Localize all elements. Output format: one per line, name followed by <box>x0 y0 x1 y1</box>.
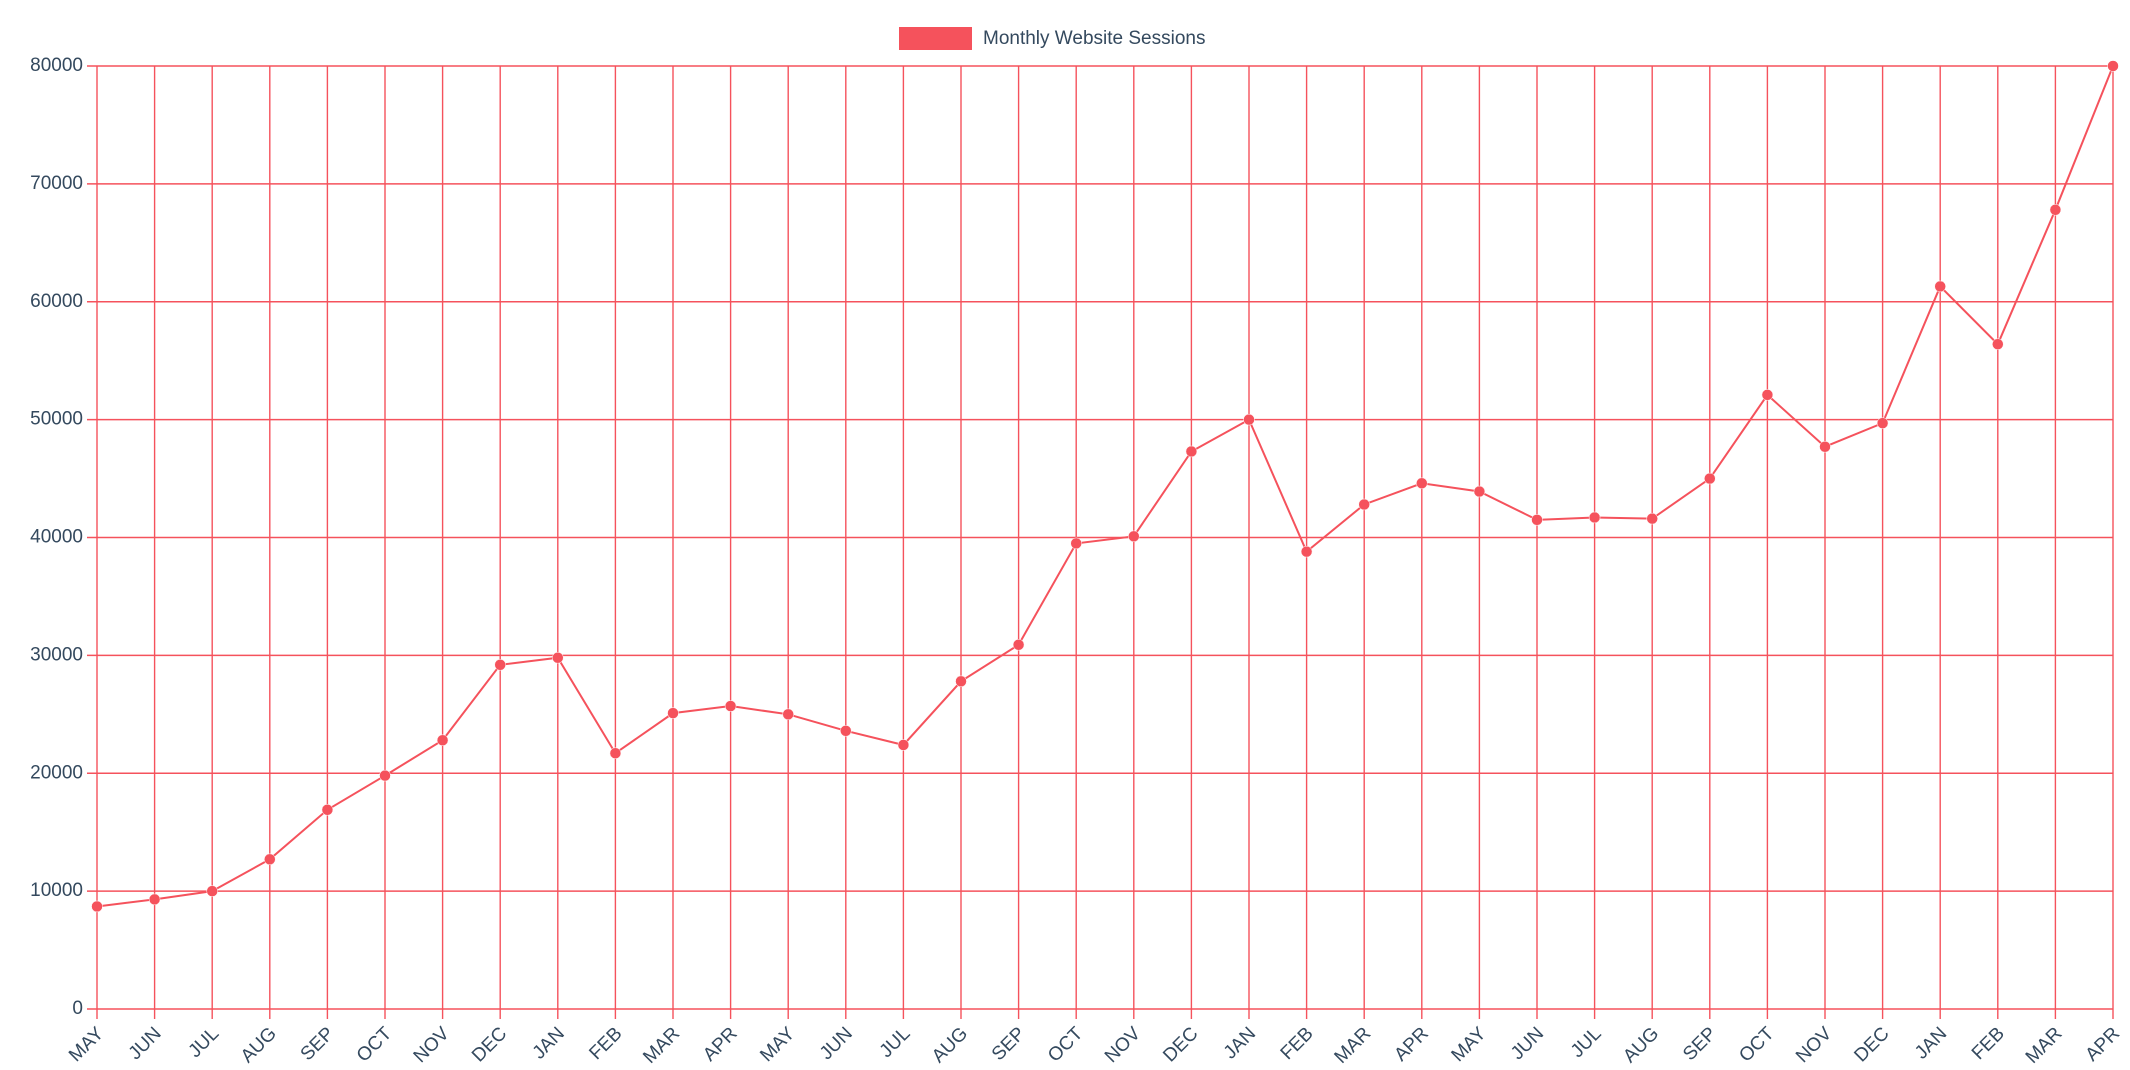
x-tick-label: SEP <box>1679 1023 1721 1065</box>
data-point <box>955 675 967 688</box>
data-point <box>1473 485 1486 498</box>
x-tick-label: DEC <box>468 1023 511 1066</box>
x-tick-label: JUL <box>1567 1023 1606 1062</box>
x-tick-label: NOV <box>410 1023 454 1067</box>
data-point <box>2049 204 2062 216</box>
x-tick-label: JAN <box>1911 1023 1951 1063</box>
x-tick-label: MAY <box>756 1023 799 1066</box>
data-point <box>897 739 910 751</box>
legend-label: Monthly Website Sessions <box>983 28 1205 49</box>
x-tick-label: DEC <box>1850 1023 1893 1066</box>
x-tick-label: JAN <box>529 1023 569 1063</box>
y-tick-label: 30000 <box>30 644 83 665</box>
data-point <box>264 853 276 866</box>
data-point <box>1416 477 1428 490</box>
data-point <box>1704 472 1716 485</box>
data-point <box>1992 338 2004 350</box>
x-tick-label: JUL <box>876 1023 915 1062</box>
x-tick-label: AUG <box>237 1023 281 1067</box>
x-tick-label: APR <box>1390 1023 1432 1065</box>
legend-swatch <box>899 27 972 50</box>
data-point <box>91 900 103 913</box>
data-point <box>1185 445 1198 458</box>
y-tick-label: 70000 <box>30 173 83 194</box>
y-tick-label: 50000 <box>30 409 83 430</box>
x-tick-label: JUN <box>816 1023 857 1064</box>
data-point <box>1070 537 1082 550</box>
x-tick-label: OCT <box>1044 1023 1087 1066</box>
x-tick-label: SEP <box>297 1023 339 1065</box>
y-tick-label: 10000 <box>30 880 83 901</box>
data-point <box>148 893 161 906</box>
data-point <box>1876 417 1889 429</box>
x-tick-label: NOV <box>1101 1023 1145 1067</box>
data-point <box>609 747 622 759</box>
data-point <box>2107 60 2119 72</box>
y-tick-label: 60000 <box>30 291 83 312</box>
x-tick-label: APR <box>699 1023 741 1065</box>
data-point <box>494 659 506 671</box>
x-tick-label: DEC <box>1159 1023 1202 1066</box>
y-tick-label: 80000 <box>30 55 83 76</box>
x-tick-label: NOV <box>1792 1023 1836 1067</box>
x-tick-label: APR <box>2082 1023 2124 1065</box>
y-tick-label: 0 <box>72 998 83 1019</box>
data-point <box>1646 512 1658 525</box>
x-tick-label: JUL <box>185 1023 224 1062</box>
data-point <box>667 707 679 719</box>
data-point <box>840 725 852 737</box>
data-point <box>206 885 218 897</box>
x-tick-label: FEB <box>1968 1023 2009 1064</box>
x-tick-label: JUN <box>125 1023 166 1064</box>
data-point <box>1588 511 1601 524</box>
x-tick-label: MAR <box>639 1023 684 1068</box>
x-tick-label: JAN <box>1220 1023 1260 1063</box>
y-tick-label: 40000 <box>30 527 83 548</box>
x-tick-label: MAY <box>65 1023 108 1066</box>
data-point <box>1761 389 1774 401</box>
data-line <box>96 65 2114 908</box>
x-tick-label: OCT <box>1735 1023 1778 1066</box>
data-point <box>724 700 737 712</box>
y-tick-label: 20000 <box>30 762 83 783</box>
x-tick-label: FEB <box>1277 1023 1318 1064</box>
x-tick-label: OCT <box>353 1023 396 1066</box>
legend: Monthly Website Sessions <box>899 27 1205 50</box>
x-tick-label: JUN <box>1507 1023 1548 1064</box>
data-point <box>1358 498 1370 511</box>
x-tick-label: MAY <box>1448 1023 1491 1066</box>
data-point <box>1128 530 1140 543</box>
x-tick-label: SEP <box>988 1023 1030 1065</box>
data-point <box>436 734 449 746</box>
data-point <box>1243 413 1255 426</box>
data-point <box>1300 545 1313 558</box>
x-tick-label: FEB <box>586 1023 627 1064</box>
data-point <box>552 651 564 664</box>
data-point <box>782 708 794 721</box>
x-tick-label: AUG <box>928 1023 972 1067</box>
x-tick-label: MAR <box>1331 1023 1376 1068</box>
data-point <box>1531 514 1543 526</box>
data-point <box>1934 280 1946 293</box>
data-point <box>379 769 391 782</box>
data-point <box>1819 440 1831 453</box>
x-tick-label: AUG <box>1619 1023 1663 1067</box>
data-point <box>1012 639 1025 651</box>
data-point <box>321 804 334 816</box>
x-tick-label: MAR <box>2022 1023 2067 1068</box>
